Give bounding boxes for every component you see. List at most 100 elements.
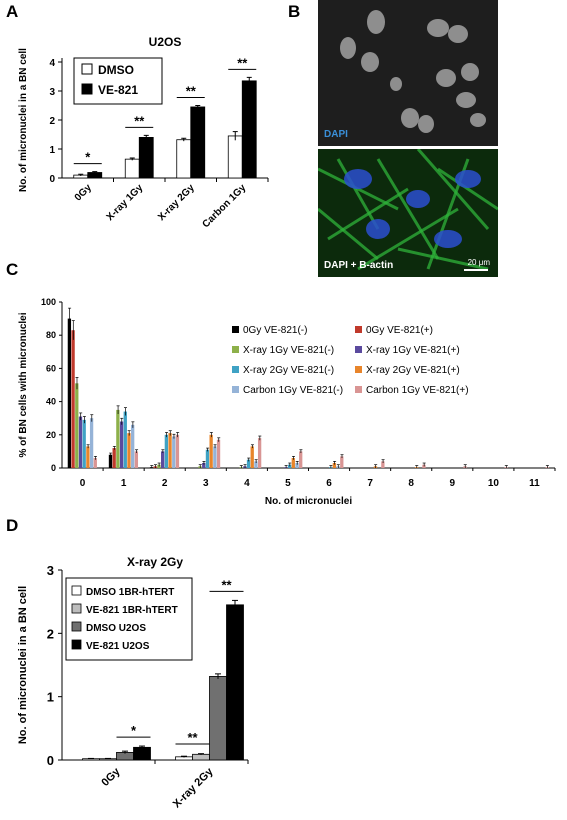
- legend-label: X-ray 1Gy VE-821(-): [243, 345, 334, 356]
- x-tick-label: 3: [203, 478, 209, 489]
- legend-label: X-ray 2Gy VE-821(-): [243, 365, 334, 376]
- dapi-actin-micrograph: DAPI + B-actin 20 μm: [318, 149, 498, 277]
- x-tick-label: 10: [488, 478, 500, 489]
- bar-c-s5-c0: [86, 446, 90, 468]
- actin-fiber: [437, 167, 498, 211]
- legend-label: X-ray 2Gy VE-821(+): [366, 365, 460, 376]
- x-tick-label: X-ray 2Gy: [171, 765, 216, 810]
- dapi-label: DAPI: [324, 129, 348, 140]
- nucleus: [367, 10, 385, 34]
- bar-c-s7-c1: [134, 451, 139, 468]
- scale-bar-label: 20 μm: [467, 258, 490, 267]
- y-tick-label: 0: [47, 753, 54, 768]
- bar-c-s6-c4: [254, 461, 258, 468]
- y-axis-label: No. of micronuclei in a BN cell: [18, 48, 29, 192]
- actin-fiber: [318, 207, 379, 261]
- nucleus: [436, 69, 456, 87]
- bar-c-s4-c2: [164, 434, 169, 468]
- bar-c-s0-c0: [67, 318, 72, 468]
- legend-swatch: [232, 346, 239, 353]
- x-tick-label: 5: [285, 478, 291, 489]
- significance-mark: **: [134, 113, 145, 128]
- bar-c-s6-c1: [131, 424, 135, 468]
- significance-mark: **: [186, 84, 197, 99]
- nucleus: [448, 25, 468, 43]
- x-tick-label: 0: [80, 478, 86, 489]
- bar-c-s7-c2: [175, 434, 180, 468]
- y-tick-label: 60: [46, 363, 56, 373]
- legend-swatch: [71, 585, 82, 596]
- y-tick-label: 1: [47, 690, 54, 705]
- nucleus-blue: [434, 230, 462, 248]
- legend-swatch: [355, 326, 362, 333]
- chart-title: X-ray 2Gy: [127, 555, 183, 569]
- bar-c-s4-c0: [82, 419, 86, 468]
- bar-c-s7-c0: [93, 458, 97, 468]
- x-tick-label: 0Gy: [99, 765, 123, 789]
- nucleus-blue: [455, 170, 481, 188]
- dapi-nuclei-image: [340, 10, 486, 133]
- bar-c-s7-c3: [216, 439, 221, 468]
- legend-swatch: [232, 326, 239, 333]
- x-tick-label: Carbon 1Gy: [201, 182, 249, 230]
- bar-c-s5-c6: [332, 463, 337, 468]
- significance-mark: *: [85, 150, 91, 165]
- bar-c-s5-c4: [250, 446, 254, 468]
- bar-c-s6-c5: [295, 463, 299, 468]
- significance-mark: *: [131, 723, 137, 738]
- bar-c-s6-c3: [213, 446, 217, 468]
- y-tick-label: 2: [47, 626, 54, 641]
- panel-letter-b: B: [288, 2, 301, 21]
- bar-c-s7-c7: [381, 461, 385, 468]
- bar-c-s3-c2: [161, 451, 165, 468]
- bar-c-s1-c1: [112, 448, 116, 468]
- legend-label: DMSO 1BR-hTERT: [86, 587, 174, 598]
- dapi-actin-label: DAPI + B-actin: [324, 260, 394, 271]
- y-tick-label: 0: [49, 174, 55, 185]
- bar-c-s3-c3: [202, 463, 206, 468]
- bar-c-s5-c5: [291, 458, 295, 468]
- y-tick-label: 4: [49, 58, 55, 69]
- significance-mark: **: [237, 55, 248, 70]
- nucleus-blue: [366, 219, 390, 239]
- bar-c-s0-c1: [108, 454, 113, 468]
- actin-fiber: [416, 149, 490, 230]
- panel-letter-a: A: [6, 2, 19, 21]
- bar-d-s2-c1: [209, 675, 227, 761]
- legend-box: [65, 577, 193, 661]
- legend-swatch: [232, 366, 239, 373]
- y-axis-label: No. of micronuclei in a BN cell: [17, 586, 29, 744]
- bar-A-s0-c1: [124, 158, 140, 179]
- x-tick-label: X-ray 2Gy: [156, 182, 197, 223]
- bar-d-s1-c1: [192, 753, 210, 761]
- bar-c-s5-c2: [168, 433, 172, 468]
- legend-swatch: [355, 386, 362, 393]
- y-tick-label: 100: [41, 297, 56, 307]
- bar-c-s3-c1: [119, 421, 124, 468]
- x-tick-label: 4: [244, 478, 250, 489]
- nucleus: [470, 113, 486, 127]
- nucleus: [456, 92, 476, 108]
- bar-A-s1-c2: [190, 106, 206, 179]
- y-tick-label: 3: [47, 563, 54, 578]
- x-tick-label: 2: [162, 478, 168, 489]
- legend-label: 0Gy VE-821(-): [243, 325, 307, 336]
- legend-label: 0Gy VE-821(+): [366, 325, 433, 336]
- bar-A-s0-c2: [176, 139, 192, 179]
- legend-swatch: [232, 386, 239, 393]
- bar-A-s1-c3: [241, 80, 257, 179]
- significance-mark: **: [187, 730, 198, 745]
- x-tick-label: 7: [367, 478, 373, 489]
- legend-swatch: [71, 603, 82, 614]
- nucleus: [361, 52, 379, 72]
- y-tick-label: 20: [46, 430, 56, 440]
- legend-label: Carbon 1Gy VE-821(+): [366, 385, 469, 396]
- bar-c-s2-c0: [75, 383, 79, 468]
- bar-d-s3-c0: [133, 746, 151, 761]
- actin-fiber: [336, 158, 380, 230]
- y-tick-label: 0: [51, 463, 56, 473]
- x-tick-label: 11: [529, 478, 540, 489]
- nucleus: [401, 108, 419, 128]
- y-tick-label: 80: [46, 330, 56, 340]
